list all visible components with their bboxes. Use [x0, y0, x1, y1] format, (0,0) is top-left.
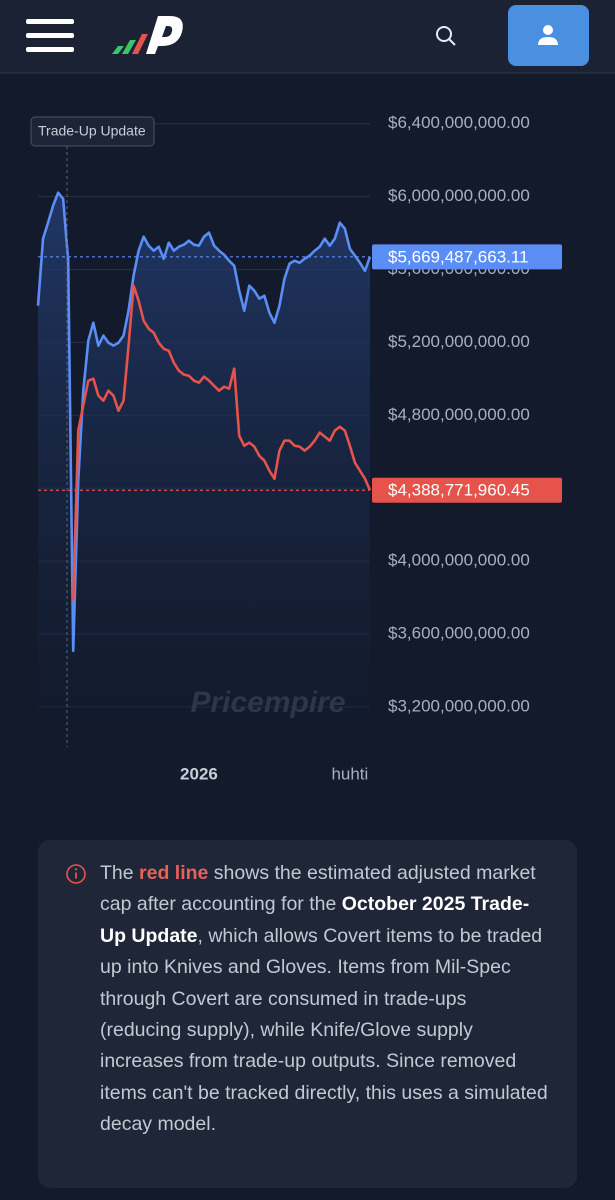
- price-tag: [372, 477, 562, 503]
- info-text: The red line shows the estimated adjuste…: [100, 858, 550, 1141]
- overlay: Trade-Up Update $5,669,487,663.11 $4,388,7…: [30, 116, 562, 747]
- text: shows the estimated adjusted market cap …: [100, 862, 536, 916]
- y-tick-label: $3,600,000,000.00: [388, 623, 530, 642]
- chart: $3,200,000,000.00 $3,600,000,000.00 $4,000…: [0, 5, 615, 784]
- series-line: [71, 284, 372, 601]
- event-label: Trade-Up Update: [38, 123, 146, 139]
- emphasis: October 2025 Trade-Up Update: [100, 893, 530, 947]
- area-fill: [38, 192, 370, 747]
- text: , which allows Covert items to be traded…: [100, 924, 548, 1136]
- price-tag-label: $5,669,487,663.11: [388, 247, 529, 266]
- x-tick-label: huhti: [331, 764, 368, 783]
- text: The: [100, 862, 140, 884]
- event-label-box: [30, 116, 155, 147]
- user-button[interactable]: [508, 5, 589, 66]
- y-tick-label: $5,200,000,000.00: [388, 332, 530, 351]
- plot: [36, 191, 372, 747]
- logo[interactable]: [112, 16, 183, 54]
- series-line: [36, 191, 372, 653]
- info-icon: [66, 864, 86, 884]
- highlight: red line: [139, 862, 209, 884]
- search-button[interactable]: [436, 26, 456, 46]
- y-tick-label: $6,400,000,000.00: [388, 113, 530, 132]
- y-tick-label: $4,000,000,000.00: [388, 551, 530, 570]
- y-tick-label: $3,200,000,000.00: [388, 696, 530, 715]
- menu-button[interactable]: [26, 19, 74, 52]
- price-tag: [372, 244, 562, 270]
- y-tick-label: $4,800,000,000.00: [388, 405, 530, 424]
- info-box: The red line shows the estimated adjuste…: [38, 840, 577, 1188]
- y-tick-label: $6,000,000,000.00: [388, 186, 530, 205]
- x-tick-label: 2026: [180, 764, 218, 783]
- price-tag-label: $4,388,771,960.45: [388, 481, 530, 500]
